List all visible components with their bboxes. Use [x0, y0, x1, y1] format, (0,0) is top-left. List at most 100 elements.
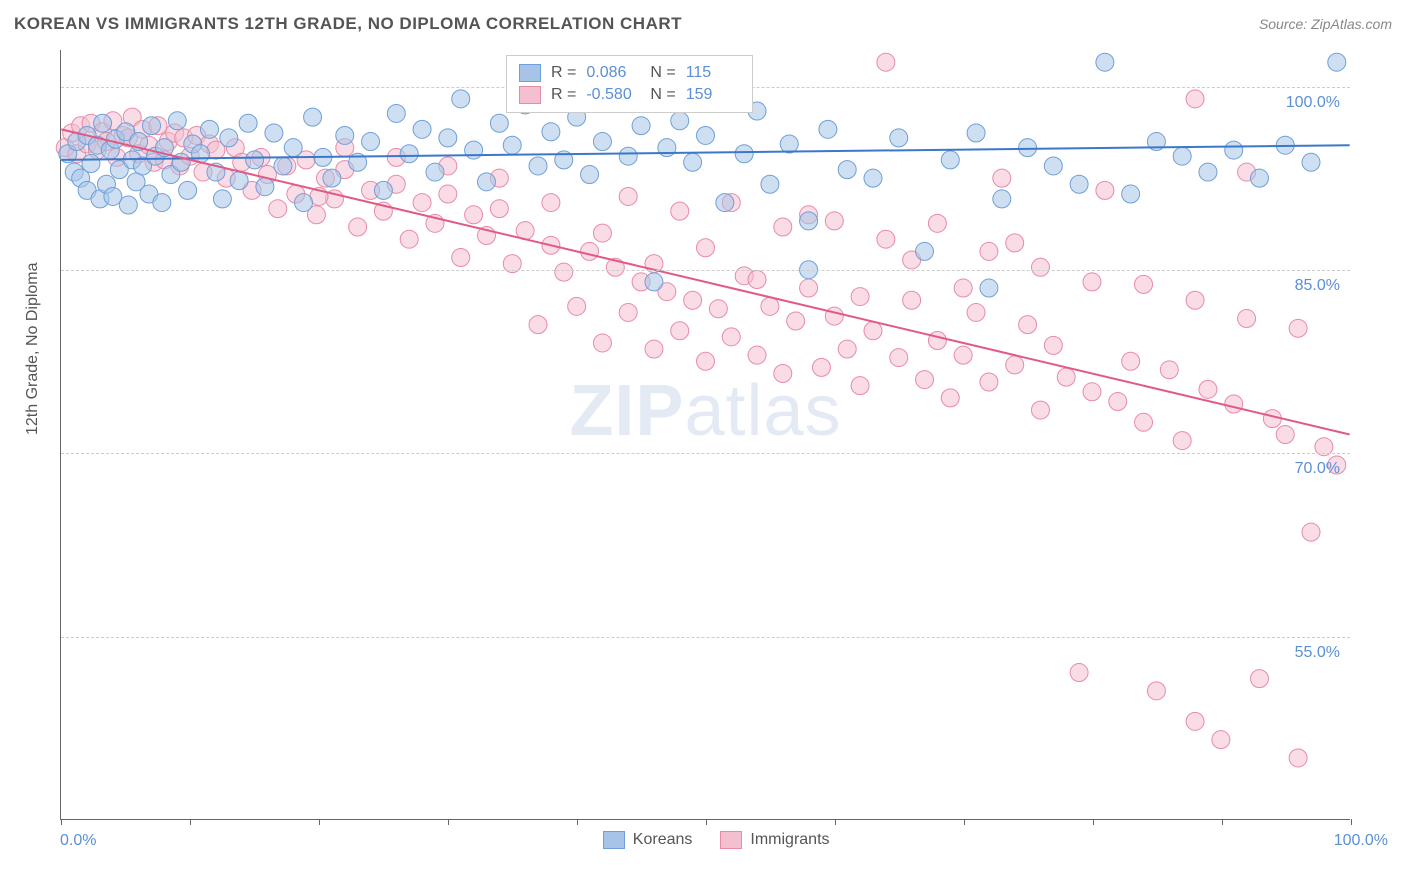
gridline: [61, 270, 1350, 271]
swatch-koreans: [603, 831, 625, 849]
legend-series: Koreans Immigrants: [603, 831, 830, 849]
data-point: [274, 157, 292, 175]
data-point: [645, 273, 663, 291]
data-point: [304, 108, 322, 126]
r-immigrants: -0.580: [586, 86, 640, 104]
data-point: [362, 133, 380, 151]
data-point: [1276, 426, 1294, 444]
data-point: [465, 206, 483, 224]
n-immigrants: 159: [686, 86, 740, 104]
data-point: [774, 218, 792, 236]
swatch-immigrants: [720, 831, 742, 849]
data-point: [916, 242, 934, 260]
data-point: [697, 126, 715, 144]
data-point: [697, 239, 715, 257]
data-point: [619, 303, 637, 321]
data-point: [787, 312, 805, 330]
data-point: [851, 288, 869, 306]
x-tick: [835, 819, 836, 825]
r-label: R =: [551, 64, 576, 82]
trend-line: [61, 129, 1349, 434]
data-point: [1070, 175, 1088, 193]
data-point: [284, 139, 302, 157]
r-koreans: 0.086: [586, 64, 640, 82]
data-point: [941, 151, 959, 169]
data-point: [490, 114, 508, 132]
data-point: [256, 178, 274, 196]
data-point: [645, 340, 663, 358]
x-tick: [1222, 819, 1223, 825]
data-point: [967, 124, 985, 142]
data-point: [819, 120, 837, 138]
data-point: [851, 377, 869, 395]
x-tick: [448, 819, 449, 825]
data-point: [581, 242, 599, 260]
data-point: [748, 346, 766, 364]
data-point: [1238, 310, 1256, 328]
data-point: [761, 175, 779, 193]
data-point: [143, 117, 161, 135]
chart-svg: [61, 50, 1350, 819]
data-point: [323, 169, 341, 187]
y-tick-label: 100.0%: [1286, 94, 1340, 112]
data-point: [179, 181, 197, 199]
data-point: [1083, 273, 1101, 291]
data-point: [400, 230, 418, 248]
data-point: [619, 147, 637, 165]
data-point: [439, 129, 457, 147]
data-point: [593, 133, 611, 151]
x-tick: [319, 819, 320, 825]
data-point: [413, 120, 431, 138]
data-point: [542, 123, 560, 141]
n-label: N =: [650, 64, 675, 82]
data-point: [82, 155, 100, 173]
data-point: [503, 136, 521, 154]
data-point: [993, 169, 1011, 187]
y-tick-label: 85.0%: [1295, 277, 1340, 295]
data-point: [477, 173, 495, 191]
data-point: [1135, 413, 1153, 431]
data-point: [452, 90, 470, 108]
data-point: [1122, 185, 1140, 203]
data-point: [671, 112, 689, 130]
n-label: N =: [650, 86, 675, 104]
data-point: [555, 263, 573, 281]
data-point: [864, 169, 882, 187]
data-point: [119, 196, 137, 214]
data-point: [529, 157, 547, 175]
data-point: [349, 218, 367, 236]
series-label-koreans: Koreans: [633, 831, 693, 849]
data-point: [619, 187, 637, 205]
data-point: [1173, 147, 1191, 165]
data-point: [1019, 139, 1037, 157]
data-point: [1057, 368, 1075, 386]
data-point: [400, 145, 418, 163]
plot-area: ZIPatlas R = 0.086 N = 115 R = -0.580 N …: [60, 50, 1350, 820]
data-point: [201, 120, 219, 138]
data-point: [295, 194, 313, 212]
legend-stats: R = 0.086 N = 115 R = -0.580 N = 159: [506, 55, 753, 113]
x-tick-max: 100.0%: [1334, 832, 1388, 850]
data-point: [954, 279, 972, 297]
data-point: [980, 242, 998, 260]
data-point: [1199, 163, 1217, 181]
data-point: [1083, 383, 1101, 401]
data-point: [890, 349, 908, 367]
data-point: [903, 291, 921, 309]
data-point: [1302, 153, 1320, 171]
data-point: [1031, 258, 1049, 276]
y-tick-label: 55.0%: [1295, 644, 1340, 662]
data-point: [593, 334, 611, 352]
n-koreans: 115: [686, 64, 740, 82]
data-point: [1212, 731, 1230, 749]
data-point: [941, 389, 959, 407]
data-point: [230, 172, 248, 190]
data-point: [697, 352, 715, 370]
y-tick-label: 70.0%: [1295, 460, 1340, 478]
data-point: [1186, 291, 1204, 309]
gridline: [61, 637, 1350, 638]
data-point: [671, 322, 689, 340]
series-label-immigrants: Immigrants: [750, 831, 829, 849]
data-point: [336, 126, 354, 144]
data-point: [1186, 90, 1204, 108]
